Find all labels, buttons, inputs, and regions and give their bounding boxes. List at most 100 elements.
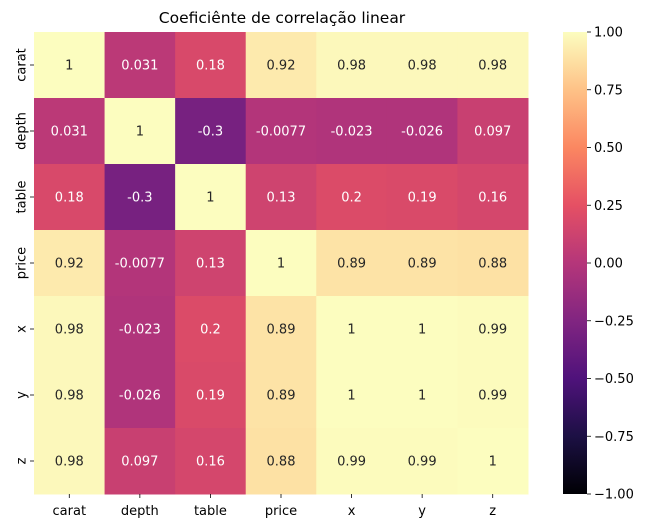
y-tick-label-table: table (15, 181, 30, 214)
cell-annotation-depth-y: -0.026 (401, 125, 443, 140)
colorbar-tick-label: −0.50 (594, 372, 634, 387)
cell-annotation-y-x: 1 (347, 389, 355, 404)
heatmap-cell-table-y (386, 164, 458, 231)
colorbar-tick-label: 0.25 (594, 199, 623, 214)
y-tick-label-carat: carat (15, 48, 30, 82)
cell-annotation-price-x: 0.89 (337, 257, 366, 272)
heatmap-cell-y-price (245, 362, 317, 429)
heatmap-cell-x-y (386, 296, 458, 363)
cell-annotation-carat-x: 0.98 (337, 59, 366, 74)
colorbar-tick-label: −1.00 (594, 488, 634, 503)
x-tick-label-price: price (265, 504, 297, 519)
heatmap-cell-carat-y (386, 32, 458, 99)
heatmap-cell-x-x (316, 296, 388, 363)
x-tick-label-carat: carat (53, 504, 87, 519)
cell-annotation-z-z: 1 (489, 455, 497, 470)
cell-annotation-z-carat: 0.98 (55, 455, 84, 470)
cell-annotation-table-depth: -0.3 (127, 191, 152, 206)
colorbar-tick-label: −0.25 (594, 314, 634, 329)
heatmap-cell-z-carat (34, 428, 106, 495)
heatmap-cell-z-y (386, 428, 458, 495)
heatmap-cell-carat-x (316, 32, 388, 99)
cell-annotation-carat-z: 0.98 (478, 59, 507, 74)
cell-annotation-table-z: 0.16 (478, 191, 507, 206)
heatmap-cell-z-depth (104, 428, 176, 495)
cell-annotation-price-carat: 0.92 (55, 257, 84, 272)
cell-annotation-x-x: 1 (347, 323, 355, 338)
heatmap-cell-table-x (316, 164, 388, 231)
cell-annotation-depth-price: -0.0077 (256, 125, 306, 140)
cell-annotation-y-depth: -0.026 (119, 389, 161, 404)
cell-annotation-price-price: 1 (277, 257, 285, 272)
cell-annotation-price-y: 0.89 (408, 257, 437, 272)
heatmap-cell-table-z (457, 164, 529, 231)
heatmap-cell-price-carat (34, 230, 106, 297)
cell-annotation-depth-x: -0.023 (331, 125, 373, 140)
cell-annotation-x-y: 1 (418, 323, 426, 338)
x-tick-label-table: table (194, 504, 227, 519)
colorbar-tick-label: 0.50 (594, 141, 623, 156)
heatmap-cell-price-price (245, 230, 317, 297)
heatmap-cell-carat-depth (104, 32, 176, 99)
heatmap-cell-depth-x (316, 98, 388, 165)
colorbar-tick-label: 1.00 (594, 26, 623, 41)
heatmap-cell-price-z (457, 230, 529, 297)
heatmap-cell-z-z (457, 428, 529, 495)
y-tick-label-z: z (15, 457, 30, 464)
heatmap-cell-table-carat (34, 164, 106, 231)
heatmap-cell-price-depth (104, 230, 176, 297)
heatmap-cell-y-z (457, 362, 529, 429)
cell-annotation-y-y: 1 (418, 389, 426, 404)
cell-annotation-carat-carat: 1 (65, 59, 73, 74)
heatmap-cell-y-y (386, 362, 458, 429)
heatmap-cell-table-table (175, 164, 247, 231)
heatmap-cell-x-carat (34, 296, 106, 363)
colorbar-tick-label: 0.00 (594, 257, 623, 272)
heatmap-cell-y-table (175, 362, 247, 429)
cell-annotation-price-table: 0.13 (196, 257, 225, 272)
cell-annotation-table-y: 0.19 (408, 191, 437, 206)
heatmap-cell-table-price (245, 164, 317, 231)
cell-annotation-price-z: 0.88 (478, 257, 507, 272)
y-tick-label-y: y (15, 391, 30, 399)
cell-annotation-depth-table: -0.3 (198, 125, 223, 140)
cell-annotation-table-price: 0.13 (267, 191, 296, 206)
cell-annotation-table-carat: 0.18 (55, 191, 84, 206)
heatmap-cell-depth-depth (104, 98, 176, 165)
heatmap-cell-price-x (316, 230, 388, 297)
cell-annotation-price-depth: -0.0077 (115, 257, 165, 272)
cell-annotation-carat-table: 0.18 (196, 59, 225, 74)
y-tick-label-price: price (15, 247, 30, 279)
cell-annotation-z-table: 0.16 (196, 455, 225, 470)
heatmap-cell-price-table (175, 230, 247, 297)
heatmap-cell-depth-y (386, 98, 458, 165)
y-axis: carat depth table price x y z (15, 48, 34, 464)
x-axis: carat depth table price x y z (53, 494, 496, 519)
y-tick-label-x: x (15, 325, 30, 333)
heatmap-cell-y-carat (34, 362, 106, 429)
cell-annotation-table-x: 0.2 (341, 191, 362, 206)
cell-annotation-y-carat: 0.98 (55, 389, 84, 404)
cell-annotation-z-depth: 0.097 (121, 455, 158, 470)
y-tick-label-depth: depth (15, 112, 30, 150)
cell-annotation-depth-depth: 1 (136, 125, 144, 140)
heatmap-cell-price-y (386, 230, 458, 297)
cell-annotation-x-carat: 0.98 (55, 323, 84, 338)
heatmap-cell-table-depth (104, 164, 176, 231)
colorbar-tick-label: −0.75 (594, 430, 634, 445)
heatmap-cell-depth-price (245, 98, 317, 165)
heatmap-cell-y-depth (104, 362, 176, 429)
heatmap-cell-x-table (175, 296, 247, 363)
chart-title: Coeficiênte de correlação linear (159, 9, 406, 27)
heatmap-cell-y-x (316, 362, 388, 429)
cell-annotation-z-y: 0.99 (408, 455, 437, 470)
colorbar (563, 32, 587, 494)
cell-annotation-table-table: 1 (206, 191, 214, 206)
heatmap-cell-z-x (316, 428, 388, 495)
heatmap-cell-depth-carat (34, 98, 106, 165)
cell-annotation-depth-carat: 0.031 (51, 125, 88, 140)
heatmap-cell-carat-carat (34, 32, 106, 99)
heatmap-cell-depth-table (175, 98, 247, 165)
cell-annotation-y-z: 0.99 (478, 389, 507, 404)
